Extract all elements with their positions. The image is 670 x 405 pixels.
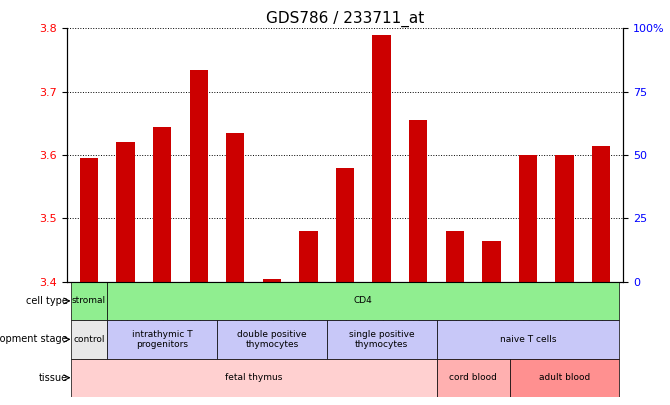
- Text: single positive
thymocytes: single positive thymocytes: [349, 330, 415, 349]
- Text: tissue: tissue: [39, 373, 68, 383]
- Bar: [263, 279, 281, 282]
- Bar: [153, 126, 172, 282]
- FancyBboxPatch shape: [70, 282, 107, 320]
- Title: GDS786 / 233711_at: GDS786 / 233711_at: [266, 11, 424, 27]
- Bar: [373, 35, 391, 282]
- FancyBboxPatch shape: [510, 358, 620, 397]
- Bar: [409, 120, 427, 282]
- Text: naive T cells: naive T cells: [500, 335, 556, 344]
- Bar: [80, 158, 98, 282]
- Text: control: control: [73, 335, 105, 344]
- FancyBboxPatch shape: [217, 320, 327, 358]
- Text: CD4: CD4: [354, 296, 373, 305]
- Bar: [299, 231, 318, 282]
- Bar: [226, 133, 245, 282]
- Text: intrathymic T
progenitors: intrathymic T progenitors: [132, 330, 192, 349]
- Text: adult blood: adult blood: [539, 373, 590, 382]
- FancyBboxPatch shape: [437, 320, 620, 358]
- Text: stromal: stromal: [72, 296, 106, 305]
- Bar: [519, 155, 537, 282]
- FancyBboxPatch shape: [70, 320, 107, 358]
- Text: fetal thymus: fetal thymus: [225, 373, 282, 382]
- Text: development stage: development stage: [0, 334, 68, 344]
- FancyBboxPatch shape: [437, 358, 510, 397]
- Bar: [117, 143, 135, 282]
- Text: cord blood: cord blood: [449, 373, 497, 382]
- Bar: [592, 145, 610, 282]
- Bar: [446, 231, 464, 282]
- FancyBboxPatch shape: [107, 282, 620, 320]
- FancyBboxPatch shape: [70, 358, 437, 397]
- FancyBboxPatch shape: [107, 320, 217, 358]
- Bar: [336, 168, 354, 282]
- Bar: [482, 241, 500, 282]
- Bar: [555, 155, 574, 282]
- FancyBboxPatch shape: [327, 320, 437, 358]
- Bar: [190, 70, 208, 282]
- Text: double positive
thymocytes: double positive thymocytes: [237, 330, 307, 349]
- Text: cell type: cell type: [26, 296, 68, 306]
